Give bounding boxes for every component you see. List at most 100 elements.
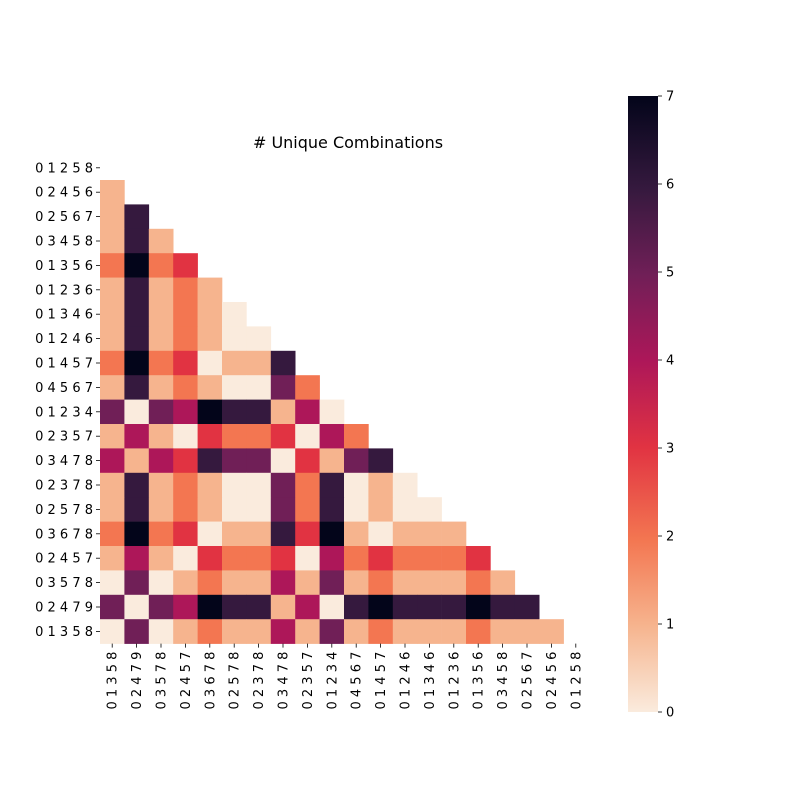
heatmap-cell — [100, 204, 125, 230]
heatmap-cell — [295, 375, 320, 400]
heatmap-cell — [441, 570, 467, 596]
heatmap-cell — [148, 619, 174, 644]
heatmap-cell — [173, 375, 198, 400]
column-tick-label: 0 2 4 5 7 — [179, 652, 194, 710]
heatmap-cell — [222, 424, 247, 449]
heatmap-cell — [100, 375, 125, 400]
heatmap-cell — [173, 253, 198, 278]
row-tick-label: 0 1 4 5 7 — [35, 357, 93, 372]
heatmap-cell — [222, 594, 247, 620]
column-tick-label: 0 3 4 5 8 — [496, 652, 511, 710]
heatmap-cell — [124, 497, 150, 522]
heatmap-cell — [319, 570, 345, 596]
row-tick-label: 0 3 4 5 8 — [35, 235, 93, 250]
heatmap-cell — [246, 424, 272, 449]
column-tick-label: 0 2 4 7 9 — [130, 652, 145, 710]
heatmap-cell — [124, 570, 150, 596]
heatmap-cell — [148, 399, 174, 425]
row-tick-label: 0 3 6 7 8 — [35, 527, 93, 542]
heatmap-cell — [222, 619, 247, 644]
column-tick-label: 0 1 3 5 6 — [472, 652, 487, 710]
heatmap-cell — [466, 546, 491, 571]
heatmap-cell — [270, 399, 296, 425]
column-tick-labels: 0 1 3 5 8 0 2 4 7 9 0 3 5 7 8 0 2 4 5 7 0 3 … — [106, 643, 584, 710]
heatmap-cell — [368, 472, 394, 498]
heatmap-cell — [148, 326, 174, 352]
heatmap-cell — [148, 546, 174, 571]
colorbar-tick-label: 3 — [666, 442, 674, 457]
heatmap-cell — [197, 619, 223, 644]
heatmap-cell — [295, 448, 320, 474]
column-tick-label: 0 2 5 7 8 — [228, 652, 243, 710]
heatmap-cell — [319, 497, 345, 522]
row-tick-label: 0 1 2 4 6 — [35, 332, 93, 347]
heatmap-cell — [246, 570, 272, 596]
heatmap-cell — [466, 594, 491, 620]
heatmap-cell — [270, 375, 296, 400]
heatmap-cell — [100, 277, 125, 303]
row-tick-label: 0 3 4 7 8 — [35, 454, 93, 469]
heatmap-cells — [100, 180, 564, 644]
heatmap-cell — [295, 424, 320, 449]
heatmap-cell — [441, 521, 467, 547]
heatmap-cell — [197, 375, 223, 400]
heatmap-cell — [319, 472, 345, 498]
heatmap-cell — [344, 594, 369, 620]
heatmap-cell — [417, 594, 442, 620]
heatmap-cell — [124, 350, 150, 376]
colorbar-tick-label: 4 — [666, 354, 674, 369]
heatmap-cell — [124, 326, 150, 352]
heatmap-cell — [100, 497, 125, 522]
column-tick-label: 0 3 6 7 8 — [203, 652, 218, 710]
heatmap-cell — [100, 594, 125, 620]
heatmap-cell — [173, 424, 198, 449]
heatmap-cell — [392, 619, 418, 644]
heatmap-cell — [124, 228, 150, 254]
heatmap-cell — [197, 546, 223, 571]
heatmap-cell — [173, 350, 198, 376]
heatmap-cell — [392, 521, 418, 547]
heatmap-cell — [124, 253, 150, 278]
heatmap-cell — [148, 302, 174, 327]
heatmap-cell — [100, 570, 125, 596]
column-tick-label: 0 1 2 4 6 — [399, 652, 414, 710]
heatmap-cell — [392, 570, 418, 596]
row-tick-label: 0 1 3 4 6 — [35, 308, 93, 323]
column-tick-label: 0 1 3 4 6 — [423, 652, 438, 710]
row-tick-label: 0 1 3 5 6 — [35, 259, 93, 274]
heatmap-cell — [100, 326, 125, 352]
row-tick-label: 0 2 5 7 8 — [35, 503, 93, 518]
heatmap-cell — [246, 594, 272, 620]
heatmap-cell — [270, 594, 296, 620]
heatmap-cell — [197, 594, 223, 620]
heatmap-cell — [441, 546, 467, 571]
heatmap-cell — [148, 497, 174, 522]
colorbar-ticks: 0 1 2 3 4 5 6 7 — [658, 90, 674, 721]
heatmap-cell — [124, 399, 150, 425]
column-tick-label: 0 2 4 5 6 — [545, 652, 560, 710]
heatmap-cell — [295, 497, 320, 522]
heatmap-cell — [124, 594, 150, 620]
colorbar: 0 1 2 3 4 5 6 7 — [628, 90, 674, 721]
heatmap-cell — [124, 277, 150, 303]
heatmap-cell — [100, 521, 125, 547]
heatmap-cell — [148, 253, 174, 278]
column-tick-label: 0 1 2 3 4 — [325, 652, 340, 710]
heatmap-cell — [441, 619, 467, 644]
heatmap-cell — [246, 326, 272, 352]
heatmap-cell — [319, 594, 345, 620]
heatmap-cell — [270, 350, 296, 376]
heatmap-cell — [222, 350, 247, 376]
heatmap-cell — [246, 497, 272, 522]
colorbar-tick-label: 1 — [666, 618, 674, 633]
heatmap-cell — [295, 570, 320, 596]
heatmap-cell — [197, 326, 223, 352]
heatmap-cell — [246, 619, 272, 644]
column-tick-label: 0 1 4 5 7 — [374, 652, 389, 710]
row-tick-label: 0 1 2 3 4 — [35, 405, 93, 420]
chart-title: # Unique Combinations — [253, 133, 443, 152]
heatmap-cell — [100, 472, 125, 498]
heatmap-cell — [344, 497, 369, 522]
colorbar-tick-label: 2 — [666, 530, 674, 545]
heatmap-cell — [344, 424, 369, 449]
